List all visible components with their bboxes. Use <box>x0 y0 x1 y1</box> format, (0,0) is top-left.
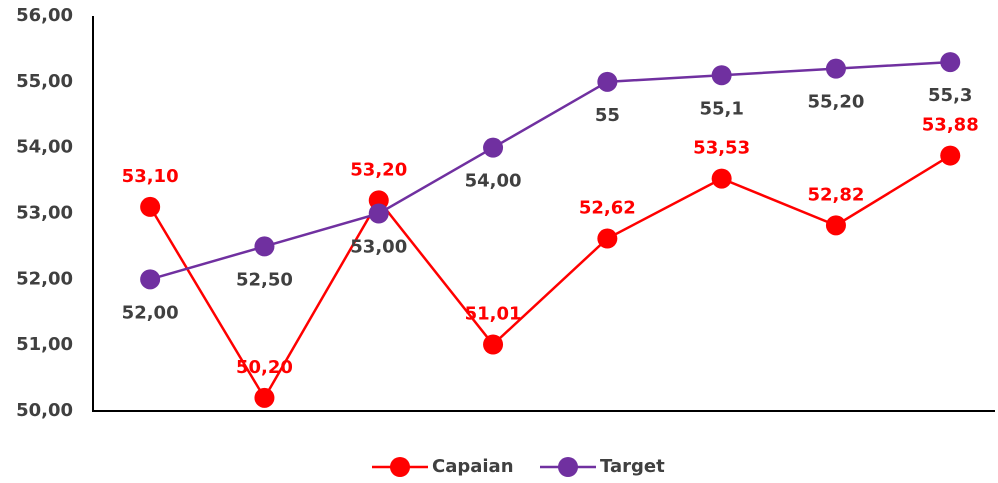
data-label: 55,3 <box>928 85 972 106</box>
legend-marker <box>390 457 410 477</box>
point <box>140 269 161 290</box>
point <box>825 58 846 79</box>
point <box>254 387 275 408</box>
data-label: 55,20 <box>807 92 864 113</box>
data-label: 53,88 <box>922 115 979 136</box>
data-label: 52,50 <box>236 269 293 290</box>
data-label: 53,00 <box>350 237 407 258</box>
point <box>368 203 389 224</box>
point <box>940 145 961 166</box>
legend-marker <box>558 457 578 477</box>
legend-label: Target <box>600 456 665 477</box>
y-tick-label: 52,00 <box>16 268 73 289</box>
data-label: 55 <box>595 105 620 126</box>
point <box>483 137 504 158</box>
series-line <box>149 60 951 281</box>
data-label: 52,00 <box>122 302 179 323</box>
legend-label: Capaian <box>432 456 514 477</box>
point <box>940 52 961 73</box>
y-tick-label: 54,00 <box>16 137 73 158</box>
data-label: 53,53 <box>693 138 750 159</box>
data-label: 50,20 <box>236 357 293 378</box>
y-tick-label: 50,00 <box>16 400 73 421</box>
point <box>825 215 846 236</box>
y-tick-label: 51,00 <box>16 334 73 355</box>
data-label: 52,82 <box>807 184 864 205</box>
point <box>483 334 504 355</box>
point <box>597 71 618 92</box>
point <box>140 196 161 217</box>
data-label: 52,62 <box>579 198 636 219</box>
data-label: 55,1 <box>699 98 743 119</box>
point <box>711 65 732 86</box>
y-tick-label: 55,00 <box>16 71 73 92</box>
y-tick-label: 56,00 <box>16 5 73 26</box>
data-label: 54,00 <box>465 171 522 192</box>
data-label: 53,20 <box>350 159 407 180</box>
series-line <box>149 154 951 401</box>
data-label: 53,10 <box>122 166 179 187</box>
point <box>711 168 732 189</box>
point <box>597 228 618 249</box>
data-label: 51,01 <box>465 304 522 325</box>
y-tick-label: 53,00 <box>16 203 73 224</box>
point <box>254 236 275 257</box>
